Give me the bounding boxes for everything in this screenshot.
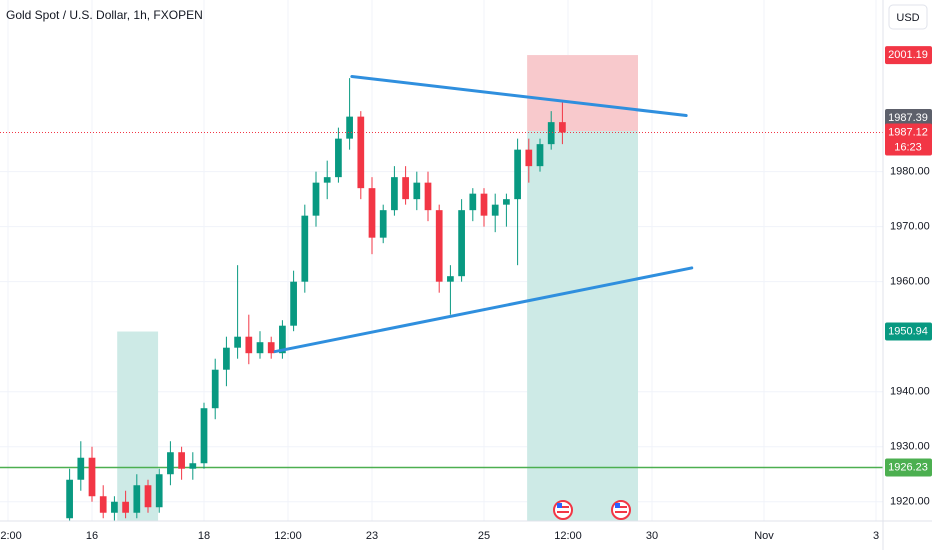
candle-body bbox=[211, 369, 219, 409]
candle-body bbox=[346, 116, 353, 139]
candle-body bbox=[200, 408, 208, 464]
last-price-label: 1987.12 bbox=[888, 126, 928, 138]
hline-price-label-bg bbox=[885, 458, 932, 477]
x-tick-label: 25 bbox=[478, 530, 490, 542]
candle-body bbox=[447, 276, 454, 282]
candle-body bbox=[536, 144, 544, 167]
x-tick-label: 16 bbox=[86, 530, 98, 542]
candle-body bbox=[514, 149, 521, 200]
x-tick-label: 12:00 bbox=[554, 530, 582, 542]
currency-button[interactable] bbox=[888, 4, 928, 30]
y-tick-label: 1960.00 bbox=[890, 276, 930, 288]
plot-area bbox=[0, 55, 883, 521]
hline-price-label: 1926.23 bbox=[888, 461, 928, 473]
candle-body bbox=[99, 496, 107, 513]
candle-body bbox=[111, 501, 118, 513]
candle-body bbox=[424, 182, 432, 211]
axes: 1920.00 1930.00 1940.00 1960.00 1970.00 1980.… bbox=[0, 46, 932, 542]
candle-body bbox=[155, 474, 163, 508]
candle-body bbox=[144, 485, 152, 508]
candle-body bbox=[503, 199, 510, 205]
countdown-label: 16:23 bbox=[894, 141, 922, 153]
entry-price-label-bg bbox=[885, 108, 932, 127]
candle-body bbox=[234, 336, 241, 348]
x-tick-label: Nov bbox=[754, 530, 774, 542]
candle-body bbox=[245, 336, 253, 354]
candle-body bbox=[223, 347, 230, 370]
candle-body bbox=[323, 177, 331, 183]
chart-title: Gold Spot / U.S. Dollar, 1h, FXOPEN bbox=[6, 8, 203, 22]
y-tick-label: 1930.00 bbox=[890, 441, 930, 453]
candle-body bbox=[122, 501, 129, 513]
candle-body bbox=[312, 182, 320, 216]
candle-body bbox=[66, 479, 73, 519]
trendline bbox=[273, 266, 694, 354]
candle-body bbox=[547, 122, 555, 145]
x-tick-label: 12:00 bbox=[274, 530, 302, 542]
candle-body bbox=[469, 193, 477, 211]
x-tick-label: 12:00 bbox=[0, 530, 22, 542]
x-tick-label: 30 bbox=[646, 530, 658, 542]
trendline bbox=[350, 74, 688, 118]
candle-body bbox=[178, 452, 185, 469]
candle-body bbox=[290, 281, 297, 326]
candle-body bbox=[491, 204, 499, 216]
candle-body bbox=[335, 138, 342, 178]
candle-body bbox=[189, 463, 197, 469]
zone-price-label: 1950.94 bbox=[888, 325, 928, 337]
candle-body bbox=[458, 210, 465, 277]
y-tick-label: 1980.00 bbox=[890, 166, 930, 178]
candle-body bbox=[402, 177, 409, 200]
currency-label[interactable]: USD bbox=[896, 12, 919, 24]
candle-body bbox=[379, 210, 387, 238]
candle-body bbox=[88, 457, 96, 497]
x-tick-label: 23 bbox=[366, 530, 378, 542]
event-icon bbox=[611, 500, 631, 520]
candle-body bbox=[525, 149, 533, 167]
candle-body bbox=[256, 342, 264, 354]
stop-price-label-bg bbox=[885, 46, 932, 65]
candle-body bbox=[357, 116, 365, 189]
target-zone bbox=[527, 130, 639, 521]
stop-zone bbox=[527, 55, 639, 131]
candle-body bbox=[133, 485, 141, 513]
y-tick-label: 1920.00 bbox=[890, 496, 930, 508]
last-price-label-bg bbox=[885, 123, 932, 156]
candle-body bbox=[391, 177, 398, 211]
x-tick-label: 3 bbox=[873, 530, 879, 542]
entry-price-label: 1987.39 bbox=[888, 112, 928, 124]
candle-body bbox=[301, 215, 309, 282]
candle-body bbox=[279, 325, 286, 354]
candle-body bbox=[559, 122, 566, 133]
candle-body bbox=[167, 452, 174, 475]
stop-price-label: 2001.19 bbox=[888, 49, 928, 61]
candle-body bbox=[368, 188, 376, 238]
y-tick-label: 1970.00 bbox=[890, 221, 930, 233]
zone-price-label-bg bbox=[885, 322, 932, 341]
candle-body bbox=[267, 342, 275, 354]
candle-body bbox=[480, 193, 488, 216]
event-icon bbox=[553, 500, 573, 520]
candle-body bbox=[435, 210, 443, 282]
x-tick-label: 18 bbox=[198, 530, 210, 542]
candle-body bbox=[413, 182, 421, 200]
y-tick-label: 1940.00 bbox=[890, 386, 930, 398]
candle-body bbox=[77, 457, 85, 480]
